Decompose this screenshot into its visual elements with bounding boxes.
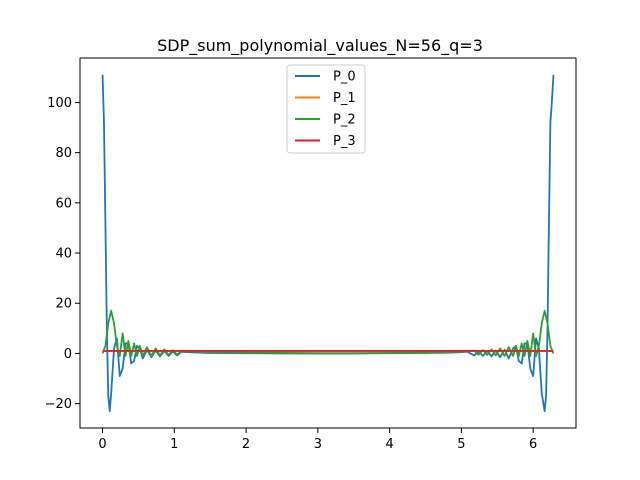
legend-label-P_2: P_2 — [333, 113, 356, 128]
y-tick-label: 60 — [55, 196, 72, 211]
y-tick-label: −20 — [45, 397, 72, 412]
x-axis: 0 1 2 3 4 5 6 — [98, 428, 537, 452]
y-tick-label: 100 — [47, 96, 72, 111]
legend: P_0 P_1 P_2 P_3 — [286, 64, 366, 154]
x-tick-label: 6 — [529, 437, 537, 452]
y-tick-label: 40 — [55, 247, 72, 262]
x-tick-label: 0 — [98, 437, 106, 452]
series-layer — [101, 74, 555, 413]
x-tick-label: 5 — [457, 437, 465, 452]
x-tick-label: 3 — [314, 437, 322, 452]
y-axis: −20 0 20 40 60 80 100 — [45, 96, 80, 412]
y-tick-label: 80 — [55, 146, 72, 161]
y-tick-label: 0 — [64, 347, 72, 362]
x-tick-label: 4 — [385, 437, 393, 452]
axes-frame — [79, 57, 577, 429]
chart-title: SDP_sum_polynomial_values_N=56_q=3 — [157, 36, 483, 56]
legend-label-P_3: P_3 — [333, 134, 356, 149]
legend-label-P_1: P_1 — [333, 91, 356, 106]
legend-box — [286, 64, 366, 154]
legend-label-P_0: P_0 — [333, 70, 356, 85]
y-tick-label: 20 — [55, 297, 72, 312]
x-tick-label: 2 — [242, 437, 250, 452]
x-tick-label: 1 — [170, 437, 178, 452]
